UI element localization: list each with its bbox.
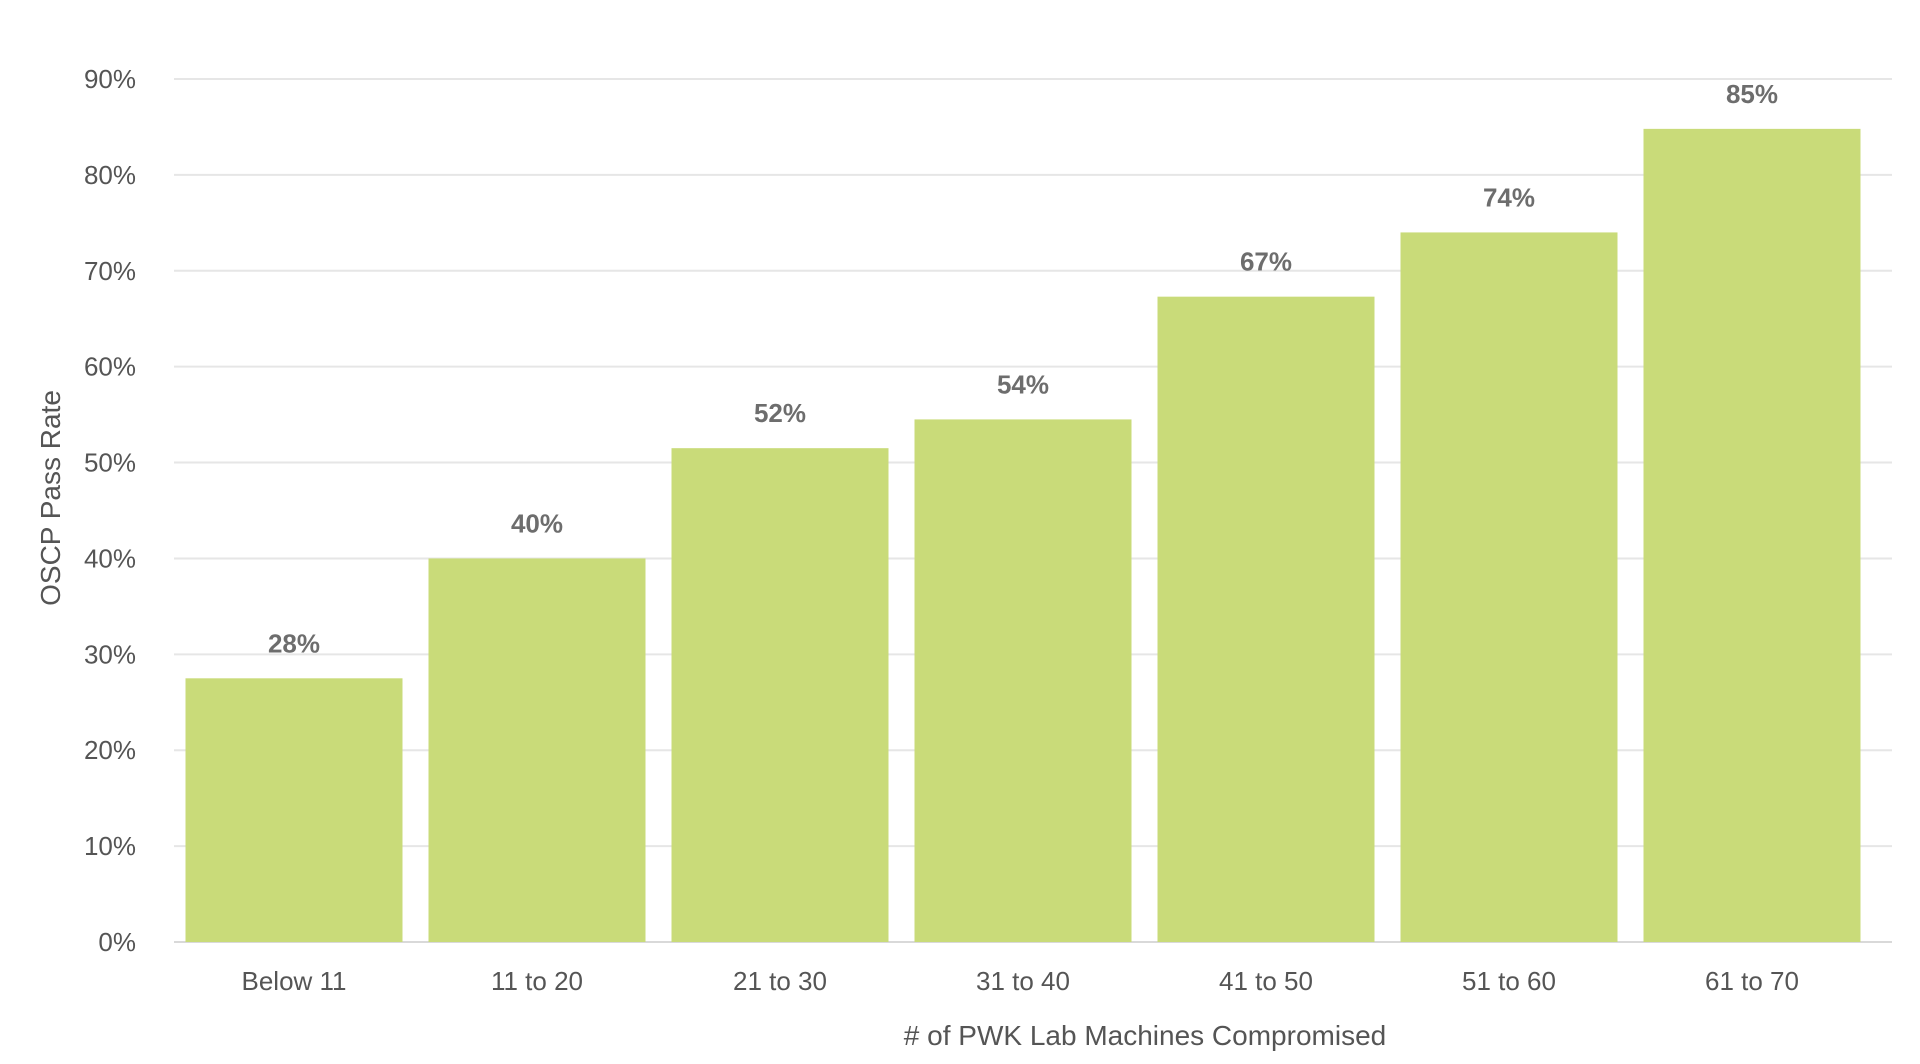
y-tick-label: 50% — [84, 448, 136, 478]
bar — [914, 419, 1132, 943]
y-axis-ticks: 0% 10% 20% 30% 40% 50% 60% 70% 80% 90% — [84, 64, 136, 957]
y-tick-label: 0% — [98, 927, 136, 957]
x-axis-ticks: Below 11 11 to 20 21 to 30 31 to 40 41 to 50… — [241, 966, 1799, 996]
data-labels: 28% 40% 52% 54% 67% 74% 85% — [268, 79, 1778, 658]
y-tick-label: 90% — [84, 64, 136, 94]
y-tick-label: 30% — [84, 639, 136, 669]
y-tick-label: 10% — [84, 831, 136, 861]
bar-value-label: 85% — [1726, 79, 1778, 109]
y-tick-label: 80% — [84, 160, 136, 190]
bar-value-label: 40% — [511, 508, 563, 538]
bar-value-label: 28% — [268, 628, 320, 658]
bar-value-label: 52% — [754, 398, 806, 428]
x-tick-label: 31 to 40 — [976, 966, 1070, 996]
bar-value-label: 67% — [1240, 247, 1292, 277]
y-tick-label: 40% — [84, 543, 136, 573]
y-axis-title: OSCP Pass Rate — [35, 390, 66, 606]
bar-value-label: 74% — [1483, 182, 1535, 212]
x-tick-label: Below 11 — [241, 966, 346, 996]
x-tick-label: 21 to 30 — [733, 966, 827, 996]
x-tick-label: 11 to 20 — [491, 966, 583, 996]
x-axis-title: # of PWK Lab Machines Compromised — [904, 1020, 1386, 1051]
bar — [1400, 232, 1618, 942]
bar — [1643, 128, 1861, 942]
bar — [185, 678, 403, 942]
bar — [428, 558, 646, 942]
y-tick-label: 20% — [84, 735, 136, 765]
bar — [671, 448, 889, 942]
x-tick-label: 51 to 60 — [1462, 966, 1556, 996]
bars — [185, 128, 1861, 943]
y-tick-label: 60% — [84, 352, 136, 382]
bar-value-label: 54% — [997, 369, 1049, 399]
x-tick-label: 41 to 50 — [1219, 966, 1313, 996]
x-tick-label: 61 to 70 — [1705, 966, 1799, 996]
y-tick-label: 70% — [84, 256, 136, 286]
bar — [1157, 296, 1375, 942]
